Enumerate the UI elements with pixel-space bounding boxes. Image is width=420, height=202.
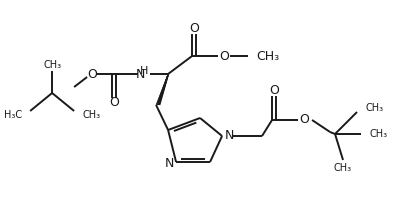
Text: CH₃: CH₃ xyxy=(43,60,61,70)
Text: H: H xyxy=(140,66,148,76)
Text: CH₃: CH₃ xyxy=(369,129,387,139)
Text: N: N xyxy=(164,158,174,170)
Text: O: O xyxy=(219,49,229,62)
Text: O: O xyxy=(299,114,309,126)
Text: O: O xyxy=(87,67,97,81)
Text: CH₃: CH₃ xyxy=(256,49,279,62)
Text: O: O xyxy=(269,83,279,97)
Text: CH₃: CH₃ xyxy=(82,110,100,120)
Text: CH₃: CH₃ xyxy=(334,163,352,173)
Text: H₃C: H₃C xyxy=(4,110,22,120)
Text: O: O xyxy=(189,22,199,35)
Text: N: N xyxy=(224,129,234,142)
Text: N: N xyxy=(135,67,145,81)
Text: CH₃: CH₃ xyxy=(365,103,383,113)
Text: O: O xyxy=(109,97,119,109)
